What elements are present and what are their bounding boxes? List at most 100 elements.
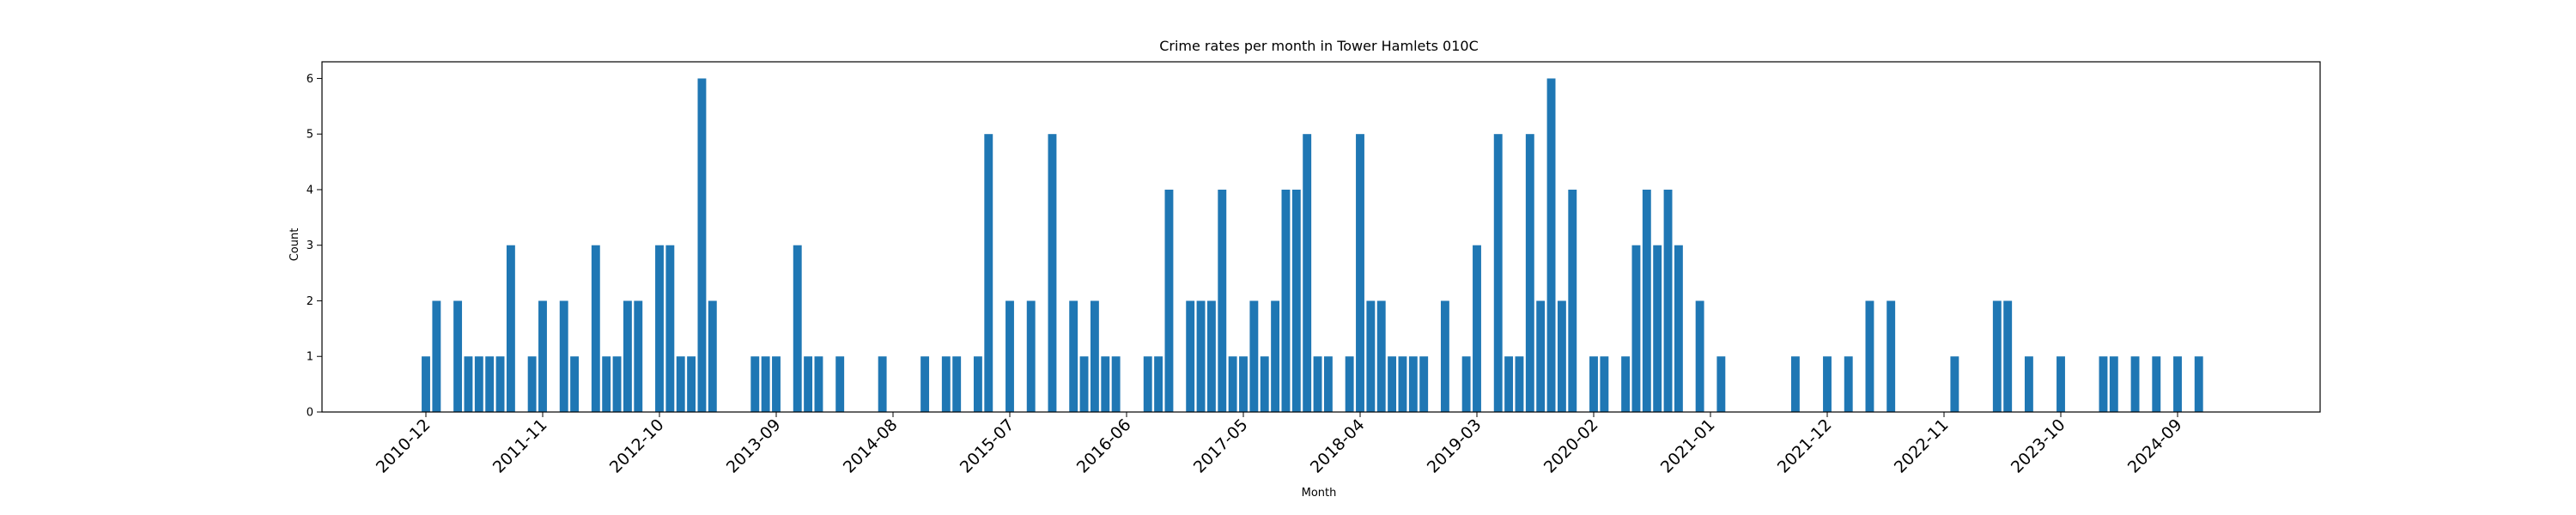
bar	[506, 245, 515, 412]
bar	[1388, 356, 1397, 412]
x-tick-label: 2022-11	[1891, 415, 1953, 477]
bar	[1291, 189, 1301, 412]
bar	[1536, 300, 1546, 412]
x-tick-label: 2020-02	[1540, 415, 1602, 477]
y-tick-label: 5	[307, 129, 313, 142]
bar	[1090, 300, 1099, 412]
bar	[1419, 356, 1429, 412]
bar	[973, 356, 982, 412]
bar	[1525, 134, 1534, 412]
bar	[464, 356, 473, 412]
bar	[1398, 356, 1407, 412]
bar	[453, 300, 463, 412]
bar	[602, 356, 611, 412]
bar	[1356, 134, 1364, 412]
bar	[1886, 300, 1896, 412]
bar	[835, 356, 845, 412]
bar	[984, 134, 993, 412]
bar	[570, 356, 580, 412]
bar	[1473, 245, 1481, 412]
x-axis: 2010-12 2011-11 2012-10 2013-09 2014-08 2015-…	[373, 412, 2186, 477]
bar	[665, 245, 675, 412]
bar	[1674, 245, 1683, 412]
x-tick-label: 2015-07	[957, 415, 1018, 477]
bar	[1206, 300, 1216, 412]
bar	[2003, 300, 2013, 412]
x-tick-label: 2017-05	[1190, 415, 1252, 477]
bar	[1239, 356, 1248, 412]
bar	[527, 356, 537, 412]
y-axis-label: Count	[289, 228, 301, 262]
x-tick-label: 2016-06	[1073, 415, 1135, 477]
bar	[1408, 356, 1418, 412]
bar	[2130, 356, 2140, 412]
bar	[1663, 189, 1673, 412]
x-tick-label: 2011-11	[489, 415, 551, 477]
x-tick-label: 2012-10	[606, 415, 668, 477]
bar	[1790, 356, 1800, 412]
bar	[2152, 356, 2161, 412]
bar	[422, 356, 430, 412]
y-tick-label: 2	[307, 295, 313, 308]
plot-frame	[321, 61, 2321, 413]
y-tick-label: 1	[307, 351, 313, 364]
bar	[708, 300, 717, 412]
x-tick-label: 2013-09	[723, 415, 785, 477]
bar	[772, 356, 781, 412]
bar	[1249, 300, 1259, 412]
y-tick-label: 3	[307, 239, 313, 252]
bar	[1026, 300, 1036, 412]
bar	[920, 356, 930, 412]
bar	[538, 300, 547, 412]
bar	[1069, 300, 1078, 412]
bar	[1515, 356, 1524, 412]
bar	[1992, 300, 2002, 412]
y-tick-label: 0	[307, 407, 313, 420]
bar	[1631, 245, 1641, 412]
bar	[623, 300, 632, 412]
bar	[1260, 356, 1269, 412]
bar	[878, 356, 887, 412]
bar	[1281, 189, 1291, 412]
bar	[1493, 134, 1503, 412]
bar	[2057, 356, 2065, 412]
bar	[1323, 356, 1333, 412]
y-tick-label: 6	[307, 73, 313, 86]
bar	[559, 300, 568, 412]
bar	[687, 356, 696, 412]
x-tick-label: 2018-04	[1307, 415, 1369, 477]
bar	[1313, 356, 1322, 412]
bar	[2173, 356, 2182, 412]
bar	[474, 356, 483, 412]
bar	[793, 245, 802, 412]
bar	[1568, 189, 1577, 412]
bar	[432, 300, 441, 412]
y-axis: 0 1 2 3 4 5 6	[307, 73, 322, 420]
bar	[941, 356, 951, 412]
x-tick-label: 2023-10	[2008, 415, 2069, 477]
x-tick-label: 2014-08	[840, 415, 902, 477]
bar	[1271, 300, 1280, 412]
bar	[1196, 300, 1206, 412]
bar	[1589, 356, 1598, 412]
bar	[1366, 300, 1376, 412]
bar	[1228, 356, 1237, 412]
bar	[655, 245, 664, 412]
bar	[1600, 356, 1609, 412]
bar	[1557, 300, 1566, 412]
x-tick-label: 2024-09	[2124, 415, 2186, 477]
bar	[1461, 356, 1471, 412]
bar	[1218, 189, 1227, 412]
bar	[1440, 300, 1449, 412]
x-tick-label: 2021-01	[1657, 415, 1719, 477]
bar	[2194, 356, 2203, 412]
bar	[761, 356, 770, 412]
bar	[1303, 134, 1312, 412]
x-tick-label: 2010-12	[373, 415, 434, 477]
bar	[1504, 356, 1514, 412]
bar	[485, 356, 495, 412]
bar	[495, 356, 505, 412]
bar	[1345, 356, 1354, 412]
bar	[952, 356, 962, 412]
